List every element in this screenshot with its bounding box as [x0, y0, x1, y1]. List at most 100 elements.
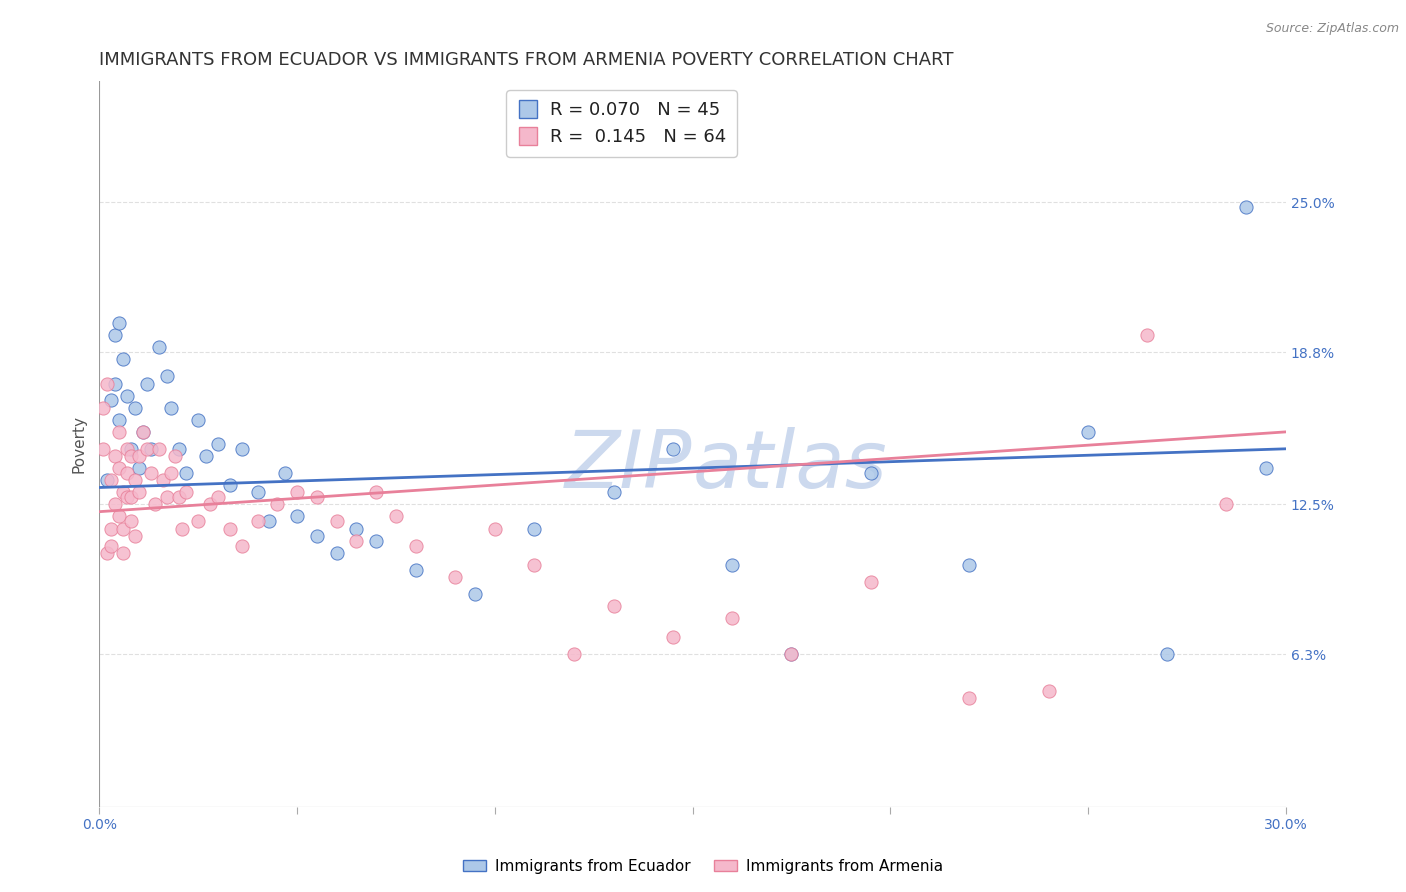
Point: [132, 425, 155, 439]
Point: [152, 473, 174, 487]
Point: [163, 449, 186, 463]
Point: [195, 449, 218, 463]
Point: [112, 546, 135, 560]
Point: [1234, 200, 1257, 214]
Point: [93, 442, 115, 456]
Point: [1254, 461, 1277, 475]
Point: [721, 558, 744, 572]
Point: [139, 442, 162, 456]
Point: [124, 473, 146, 487]
Legend: R = 0.070   N = 45, R =  0.145   N = 64: R = 0.070 N = 45, R = 0.145 N = 64: [506, 90, 737, 157]
Point: [305, 490, 328, 504]
Point: [93, 401, 115, 415]
Point: [100, 473, 122, 487]
Point: [602, 599, 624, 613]
Point: [104, 449, 127, 463]
Text: IMMIGRANTS FROM ECUADOR VS IMMIGRANTS FROM ARMENIA POVERTY CORRELATION CHART: IMMIGRANTS FROM ECUADOR VS IMMIGRANTS FR…: [100, 51, 953, 69]
Point: [156, 490, 179, 504]
Point: [285, 485, 308, 500]
Point: [274, 466, 297, 480]
Text: atlas: atlas: [693, 426, 887, 505]
Point: [325, 514, 347, 528]
Point: [156, 369, 179, 384]
Point: [207, 437, 229, 451]
Point: [231, 539, 253, 553]
Point: [120, 490, 142, 504]
Point: [115, 389, 138, 403]
Point: [366, 533, 388, 548]
Legend: Immigrants from Ecuador, Immigrants from Armenia: Immigrants from Ecuador, Immigrants from…: [457, 853, 949, 880]
Point: [1077, 425, 1099, 439]
Point: [602, 485, 624, 500]
Point: [285, 509, 308, 524]
Y-axis label: Poverty: Poverty: [72, 415, 86, 473]
Point: [176, 466, 198, 480]
Point: [305, 529, 328, 543]
Point: [143, 497, 166, 511]
Point: [112, 522, 135, 536]
Point: [96, 546, 118, 560]
Point: [1038, 683, 1060, 698]
Point: [405, 539, 427, 553]
Point: [346, 522, 368, 536]
Point: [104, 376, 127, 391]
Point: [957, 558, 980, 572]
Text: ZIP: ZIP: [565, 426, 693, 505]
Point: [159, 401, 181, 415]
Point: [124, 529, 146, 543]
Point: [120, 514, 142, 528]
Point: [721, 611, 744, 625]
Point: [120, 442, 142, 456]
Point: [124, 401, 146, 415]
Point: [662, 442, 685, 456]
Point: [115, 442, 138, 456]
Point: [167, 442, 190, 456]
Point: [259, 514, 281, 528]
Point: [100, 522, 122, 536]
Point: [366, 485, 388, 500]
Point: [112, 352, 135, 367]
Point: [187, 514, 209, 528]
Text: Source: ZipAtlas.com: Source: ZipAtlas.com: [1265, 22, 1399, 36]
Point: [115, 466, 138, 480]
Point: [231, 442, 253, 456]
Point: [484, 522, 506, 536]
Point: [246, 485, 269, 500]
Point: [96, 473, 118, 487]
Point: [104, 497, 127, 511]
Point: [132, 425, 155, 439]
Point: [562, 648, 585, 662]
Point: [780, 648, 803, 662]
Point: [108, 461, 131, 475]
Point: [957, 690, 980, 705]
Point: [246, 514, 269, 528]
Point: [219, 478, 242, 492]
Point: [104, 328, 127, 343]
Point: [266, 497, 288, 511]
Point: [148, 442, 170, 456]
Point: [219, 522, 242, 536]
Point: [780, 648, 803, 662]
Point: [859, 574, 882, 589]
Point: [139, 466, 162, 480]
Point: [859, 466, 882, 480]
Point: [1215, 497, 1237, 511]
Point: [108, 316, 131, 330]
Point: [346, 533, 368, 548]
Point: [128, 461, 150, 475]
Point: [662, 631, 685, 645]
Point: [159, 466, 181, 480]
Point: [464, 587, 486, 601]
Point: [120, 449, 142, 463]
Point: [176, 485, 198, 500]
Point: [207, 490, 229, 504]
Point: [167, 490, 190, 504]
Point: [172, 522, 194, 536]
Point: [148, 340, 170, 354]
Point: [523, 558, 546, 572]
Point: [1136, 328, 1159, 343]
Point: [128, 485, 150, 500]
Point: [96, 376, 118, 391]
Point: [115, 490, 138, 504]
Point: [1156, 648, 1178, 662]
